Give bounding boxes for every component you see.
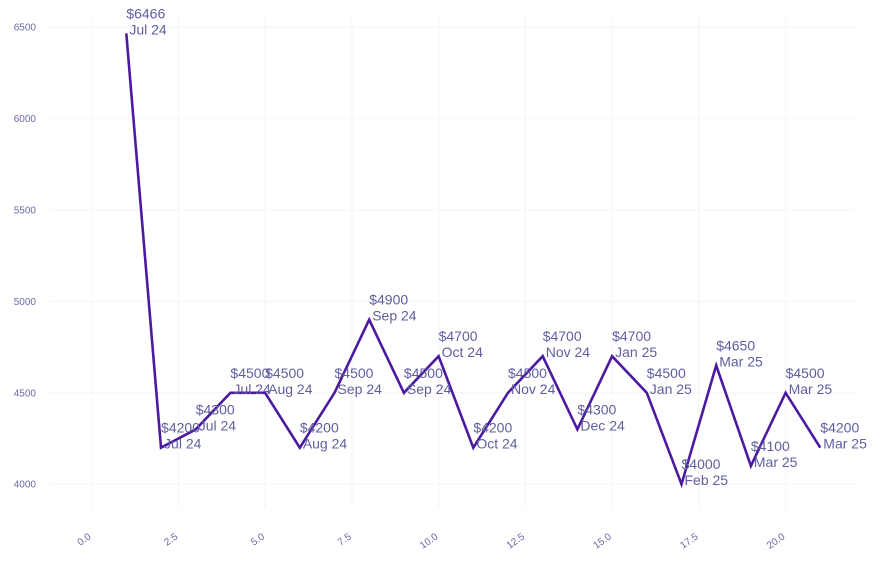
data-label-price: $4000 [682, 456, 721, 472]
data-label-date: Jul 24 [233, 381, 271, 397]
data-label-date: Jan 25 [650, 381, 692, 397]
data-label-date: Feb 25 [685, 472, 729, 488]
series-line-group [125, 33, 822, 489]
y-tick-label: 6000 [14, 114, 37, 125]
data-label-price: $4500 [786, 365, 825, 381]
data-label-price: $4900 [369, 292, 408, 308]
x-tick-label: 15.0 [592, 531, 615, 551]
data-label-date: Mar 25 [754, 454, 798, 470]
data-label-price: $4200 [473, 420, 512, 436]
x-tick-label: 17.5 [678, 531, 701, 551]
data-label-price: $6466 [126, 5, 165, 21]
x-axis-ticks: 0.0 2.5 5.0 7.5 10.0 12.5 15.0 17.5 20.0 [76, 531, 788, 551]
x-tick-label: 5.0 [249, 531, 267, 548]
data-label-price: $4500 [508, 365, 547, 381]
data-label-date: Sep 24 [407, 381, 452, 397]
data-label-date: Aug 24 [303, 436, 348, 452]
data-label-price: $4500 [335, 365, 374, 381]
data-label-date: Jul 24 [129, 21, 167, 37]
data-label-date: Mar 25 [823, 436, 867, 452]
y-tick-label: 6500 [14, 23, 37, 34]
x-tick-label: 10.0 [418, 531, 441, 551]
x-tick-label: 0.0 [76, 531, 94, 548]
data-label-price: $4300 [196, 401, 235, 417]
data-label-price: $4100 [751, 438, 790, 454]
data-label-date: Jul 24 [199, 417, 237, 433]
data-label-date: Jan 25 [615, 344, 657, 360]
data-label-date: Sep 24 [338, 381, 383, 397]
data-label-date: Sep 24 [372, 308, 417, 324]
data-label-date: Oct 24 [442, 344, 483, 360]
data-label-date: Aug 24 [268, 381, 313, 397]
data-label-price: $4500 [647, 365, 686, 381]
y-tick-label: 4000 [14, 480, 37, 491]
y-tick-label: 5000 [14, 297, 37, 308]
data-label-price: $4500 [404, 365, 443, 381]
data-label-date: Jul 24 [164, 436, 202, 452]
data-label-price: $4650 [716, 337, 755, 353]
x-tick-label: 20.0 [765, 531, 788, 551]
y-axis-ticks: 4000 4500 5000 5500 6000 6500 [14, 23, 37, 491]
data-label-date: Mar 25 [789, 381, 833, 397]
x-tick-label: 2.5 [162, 531, 180, 548]
data-label-date: Dec 24 [580, 417, 625, 433]
data-label-date: Nov 24 [546, 344, 591, 360]
y-tick-label: 5500 [14, 205, 37, 216]
series-line [125, 33, 822, 489]
data-label-date: Nov 24 [511, 381, 556, 397]
data-label-date: Oct 24 [476, 436, 517, 452]
data-label-price: $4500 [265, 365, 304, 381]
data-label-price: $4700 [543, 328, 582, 344]
data-label-price: $4200 [820, 420, 859, 436]
data-label-price: $4500 [230, 365, 269, 381]
y-tick-label: 4500 [14, 388, 37, 399]
data-label-price: $4200 [300, 420, 339, 436]
x-tick-label: 12.5 [505, 531, 528, 551]
data-label-price: $4700 [439, 328, 478, 344]
data-label-date: Mar 25 [719, 353, 763, 369]
data-label-price: $4300 [577, 401, 616, 417]
data-label-price: $4200 [161, 420, 200, 436]
x-tick-label: 7.5 [336, 531, 354, 548]
data-label-price: $4700 [612, 328, 651, 344]
